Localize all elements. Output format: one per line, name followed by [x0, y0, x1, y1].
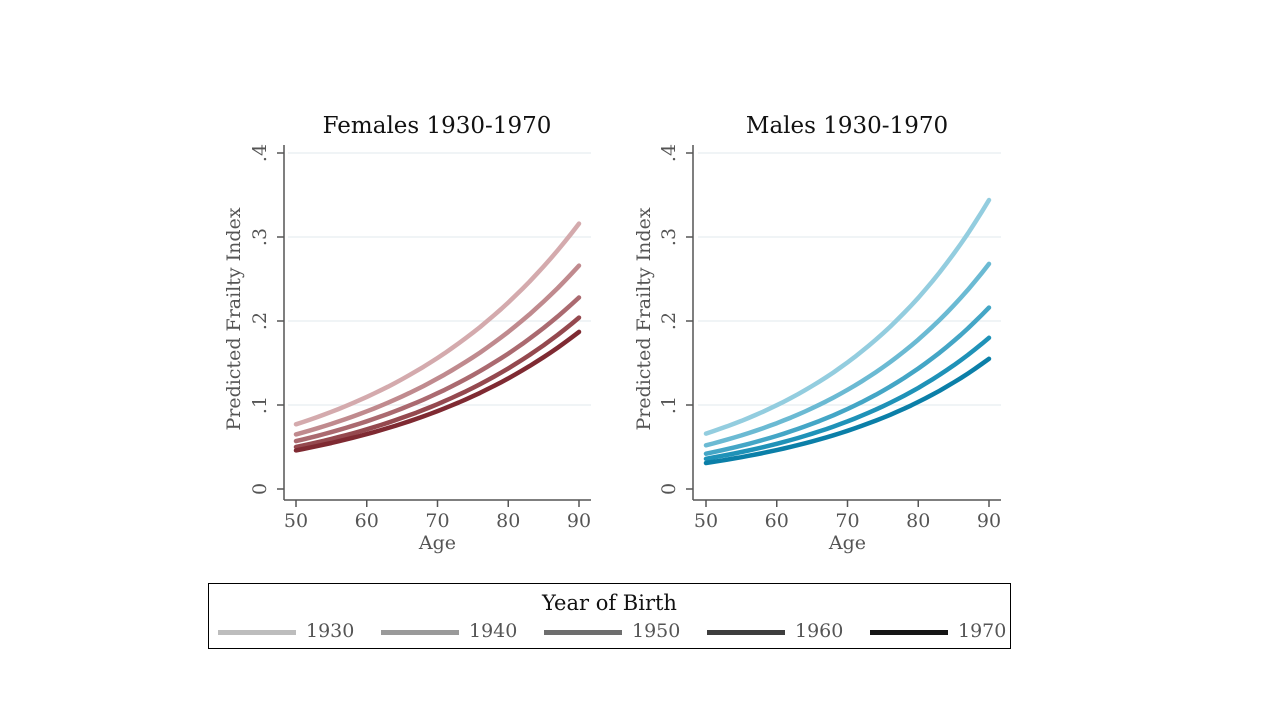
series-line-1960 [293, 315, 582, 450]
y-tick-label: .2 [249, 312, 271, 330]
y-tick-label: 0 [658, 483, 680, 495]
x-tick-label: 80 [496, 510, 520, 532]
x-tick-label: 50 [284, 510, 308, 532]
series-line-1950 [293, 295, 582, 444]
x-tick-label: 70 [835, 510, 859, 532]
y-tick-label: .1 [658, 396, 680, 414]
x-tick-label: 70 [425, 510, 449, 532]
series-line-1970 [293, 329, 582, 453]
legend-label-1930: 1930 [306, 620, 355, 642]
series-line-1940 [703, 261, 992, 448]
legend-swatch-1930 [218, 630, 296, 635]
series-line-1970 [703, 356, 992, 466]
x-axis-label: Age [828, 532, 866, 554]
y-axis-label: Predicted Frailty Index [223, 207, 245, 430]
legend-title: Year of Birth [542, 591, 677, 615]
y-axis-label: Predicted Frailty Index [633, 207, 655, 430]
y-tick-label: .3 [249, 228, 271, 246]
y-tick-label: .4 [658, 144, 680, 162]
legend-label-1970: 1970 [958, 620, 1007, 642]
legend-label-1960: 1960 [795, 620, 844, 642]
series-line-1950 [703, 305, 992, 456]
panel-title: Females 1930-1970 [323, 113, 552, 139]
x-axis-label: Age [418, 532, 456, 554]
x-tick-label: 90 [567, 510, 591, 532]
y-tick-label: .1 [249, 396, 271, 414]
legend: Year of Birth 1930 1940 1950 1960 1970 [208, 583, 1011, 649]
x-tick-label: 60 [765, 510, 789, 532]
y-tick-label: 0 [249, 483, 271, 495]
legend-label-1950: 1950 [632, 620, 681, 642]
x-tick-label: 60 [355, 510, 379, 532]
x-tick-label: 80 [906, 510, 930, 532]
series-line-1930 [293, 221, 582, 427]
y-tick-label: .4 [249, 144, 271, 162]
legend-swatch-1970 [870, 630, 948, 635]
y-tick-label: .2 [658, 312, 680, 330]
series-line-1960 [703, 335, 992, 462]
series-line-1930 [703, 197, 992, 436]
panel-males: Males 1930-1970 0 .1 .2 .3 .4 50 60 70 80 90 Age Pre… [633, 113, 1001, 554]
legend-swatch-1940 [381, 630, 459, 635]
legend-swatch-1960 [707, 630, 785, 635]
legend-swatch-1950 [544, 630, 622, 635]
x-tick-label: 50 [694, 510, 718, 532]
panel-females: Females 1930-1970 0 .1 .2 .3 .4 50 60 70 80 90 Age P… [223, 113, 591, 554]
series-line-1940 [293, 263, 582, 437]
x-tick-label: 90 [977, 510, 1001, 532]
panel-title: Males 1930-1970 [746, 113, 948, 139]
legend-label-1940: 1940 [469, 620, 518, 642]
y-tick-label: .3 [658, 228, 680, 246]
